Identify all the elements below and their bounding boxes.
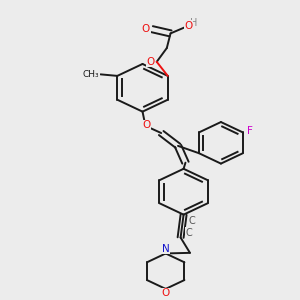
Text: O: O — [162, 289, 170, 298]
Text: CH₃: CH₃ — [83, 70, 100, 79]
Text: O: O — [142, 120, 150, 130]
Text: C: C — [188, 216, 195, 226]
Text: O: O — [147, 57, 155, 67]
Text: H: H — [190, 18, 197, 28]
Text: O: O — [184, 21, 193, 31]
Text: C: C — [185, 228, 192, 238]
Text: F: F — [248, 126, 253, 136]
Text: N: N — [162, 244, 170, 254]
Text: O: O — [142, 24, 150, 34]
